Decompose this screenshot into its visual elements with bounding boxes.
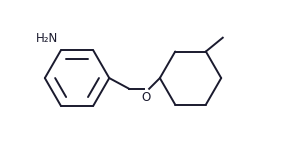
Text: O: O — [142, 91, 151, 104]
Text: H₂N: H₂N — [36, 32, 59, 45]
